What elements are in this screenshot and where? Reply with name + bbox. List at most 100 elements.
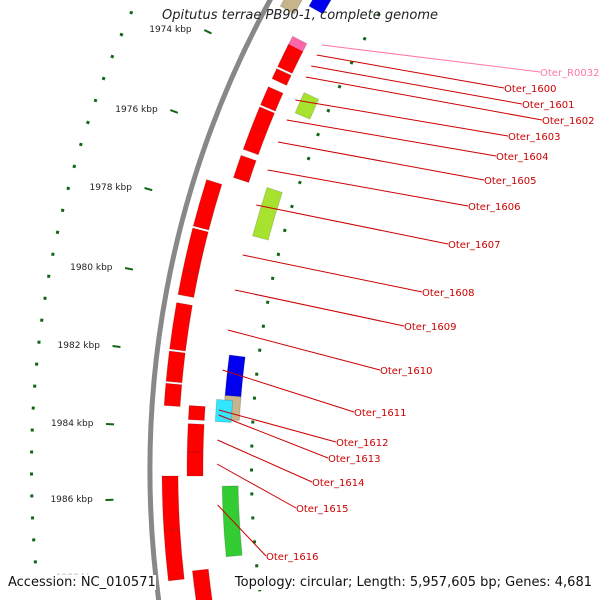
gene-feature (182, 227, 209, 275)
gene-leader-line (321, 44, 541, 73)
gene-label: Oter_1604 (496, 152, 549, 163)
inner-dot-mark (276, 252, 281, 257)
gene-feature (186, 423, 205, 453)
gene-label: Oter_R0032 (540, 68, 599, 79)
ruler-label: 1982 kbp (58, 341, 101, 351)
gene-leader-line (242, 254, 423, 293)
outer-dot-mark (93, 98, 98, 103)
gene-feature (250, 106, 276, 134)
gene-label: Oter_1611 (354, 408, 407, 419)
outer-dot-mark (110, 54, 115, 59)
feature-layer (161, 0, 332, 600)
inner-dot-mark (282, 228, 287, 233)
gene-label: Oter_1616 (266, 552, 319, 563)
gene-label: Oter_1612 (336, 438, 389, 449)
ruler-label: 1976 kbp (115, 105, 158, 115)
gene-feature (187, 404, 206, 421)
genome-summary-text: Topology: circular; Length: 5,957,605 bp… (234, 575, 592, 590)
outer-dot-mark (101, 76, 106, 81)
gene-label: Oter_1605 (484, 176, 537, 187)
gene-label: Oter_1600 (504, 84, 557, 95)
inner-dot-mark (349, 60, 354, 65)
gene-label: Oter_1603 (508, 132, 561, 143)
gene-label: Oter_1609 (404, 322, 457, 333)
gene-feature (276, 55, 298, 75)
outer-dot-mark (78, 142, 83, 147)
inner-dot-mark (337, 84, 342, 89)
gene-feature (192, 178, 223, 231)
gene-leader-line (316, 54, 505, 89)
outer-dot-mark (55, 230, 60, 235)
gene-label: Oter_1607 (448, 240, 501, 251)
backbone-arc (147, 0, 273, 600)
gene-leader-line (234, 289, 405, 327)
outer-dot-mark (86, 120, 90, 125)
outer-dot-mark (119, 32, 124, 37)
ruler-label: 1980 kbp (70, 263, 113, 273)
gene-feature (279, 0, 303, 15)
gene-label: Oter_1613 (328, 454, 381, 465)
gene-label: Oter_1615 (296, 504, 349, 515)
ruler-tick (124, 267, 134, 271)
gene-feature (161, 475, 181, 532)
accession-text: Accession: NC_010571 (8, 575, 156, 590)
gene-leader-line (277, 141, 485, 181)
gene-leader-line (217, 439, 313, 483)
ruler-label: 1986 kbp (50, 495, 93, 505)
gene-leader-line (256, 204, 449, 245)
gene-label: Oter_1601 (522, 100, 575, 111)
ruler-label: 1978 kbp (90, 183, 133, 193)
gene-feature (163, 382, 183, 408)
gene-feature (271, 67, 292, 86)
gene-leader-line (295, 99, 509, 137)
gene-feature (165, 350, 186, 384)
ruler-tick (112, 345, 121, 348)
gene-feature (259, 86, 284, 112)
gene-label: Oter_1610 (380, 366, 433, 377)
gene-feature (232, 154, 257, 184)
label-layer: 1974 kbp 1976 kbp 1978 kbp 1980 kbp 1982 kbp… (50, 25, 599, 583)
outer-dot-mark (46, 274, 51, 279)
gene-feature (163, 528, 185, 582)
gene-label: Oter_1614 (312, 478, 365, 489)
gene-leader-line (286, 119, 497, 157)
gene-feature (224, 354, 246, 400)
gene-leader-line (217, 504, 267, 557)
inner-dot-mark (326, 108, 331, 113)
gene-feature (186, 451, 204, 477)
gene-label: Oter_1608 (422, 288, 475, 299)
ruler-label: 1974 kbp (149, 25, 192, 35)
gene-leader-line (267, 169, 469, 207)
gene-leader-line (305, 76, 543, 121)
ruler-label: 1984 kbp (51, 419, 94, 429)
gene-leader-line (311, 65, 523, 105)
inner-dot-mark (290, 204, 294, 209)
gene-leader-line (218, 414, 329, 459)
ruler-tick (203, 29, 212, 35)
inner-dot-mark (362, 36, 367, 41)
inner-dot-mark (270, 276, 275, 281)
outer-dot-mark (51, 252, 55, 257)
gene-label: Oter_1606 (468, 202, 521, 213)
inner-dot-mark (376, 12, 381, 17)
gene-leader-line (222, 369, 355, 413)
gene-feature (294, 92, 320, 120)
gene-leader-line (227, 329, 381, 371)
ruler-tick (169, 109, 179, 114)
gene-feature (191, 568, 213, 600)
gene-feature (177, 269, 200, 299)
gene-feature (169, 302, 193, 352)
gene-feature (308, 0, 332, 15)
map-title: Opitutus terrae PB90-1, complete genome (161, 8, 439, 23)
gene-feature (252, 186, 283, 241)
gene-leader-line (218, 409, 337, 443)
gene-leader-line (216, 463, 297, 509)
gene-feature (242, 126, 268, 156)
outer-dot-mark (60, 208, 65, 213)
gene-label: Oter_1602 (542, 116, 595, 127)
outer-dot-mark (129, 10, 134, 15)
inner-dot-mark (265, 300, 270, 305)
gene-feature (221, 485, 243, 558)
outer-dot-mark (72, 164, 77, 169)
